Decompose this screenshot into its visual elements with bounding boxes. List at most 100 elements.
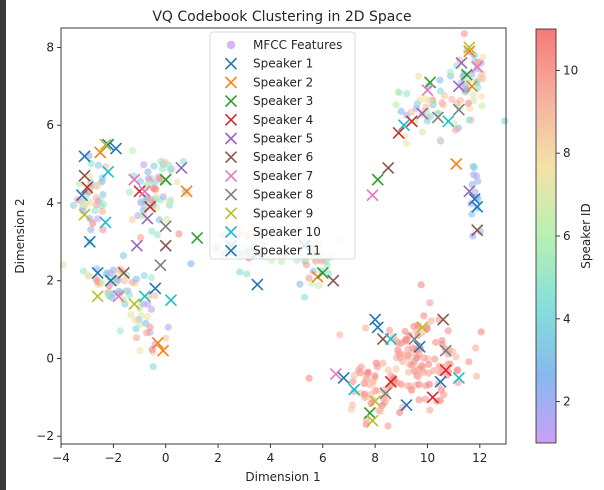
feature-point bbox=[125, 291, 134, 299]
speaker-marker-6 bbox=[327, 274, 340, 287]
feature-point bbox=[392, 365, 400, 373]
feature-point bbox=[397, 380, 405, 388]
feature-point bbox=[131, 316, 139, 324]
speaker-marker-6 bbox=[159, 239, 172, 252]
feature-point bbox=[87, 199, 95, 207]
speaker-marker-8 bbox=[379, 387, 392, 400]
feature-point bbox=[136, 346, 144, 355]
feature-point bbox=[145, 180, 153, 188]
feature-point bbox=[296, 280, 304, 288]
legend-marker bbox=[224, 151, 238, 164]
feature-point bbox=[471, 188, 479, 196]
feature-point bbox=[144, 312, 152, 321]
speaker-marker-8 bbox=[431, 111, 445, 124]
feature-point bbox=[173, 178, 181, 186]
y-axis-label: Dimension 2 bbox=[13, 198, 27, 273]
feature-point bbox=[69, 201, 78, 210]
feature-point bbox=[278, 258, 286, 266]
window-edge bbox=[0, 0, 6, 490]
y-tick-label: 8 bbox=[46, 40, 54, 54]
feature-point bbox=[305, 274, 313, 282]
feature-point bbox=[362, 374, 370, 382]
legend-entry: Speaker 7 bbox=[224, 169, 313, 183]
feature-point bbox=[102, 270, 110, 278]
speaker-marker-10 bbox=[442, 115, 455, 128]
colorbar-tick-label: 6 bbox=[563, 229, 571, 243]
feature-point bbox=[349, 377, 357, 386]
feature-point bbox=[401, 327, 409, 336]
legend-label: Speaker 11 bbox=[253, 244, 321, 258]
legend-marker bbox=[224, 225, 238, 239]
speaker-marker-2 bbox=[94, 146, 107, 159]
speaker-marker-6 bbox=[471, 224, 484, 237]
feature-point bbox=[94, 161, 102, 169]
speaker-marker-9 bbox=[91, 290, 104, 303]
speaker-marker-3 bbox=[460, 68, 473, 81]
feature-point bbox=[414, 367, 422, 375]
speaker-marker-1 bbox=[149, 282, 162, 295]
feature-point bbox=[426, 299, 434, 307]
feature-point bbox=[94, 215, 102, 223]
legend-entry: Speaker 11 bbox=[224, 244, 321, 258]
feature-point bbox=[432, 338, 440, 346]
legend-marker bbox=[224, 188, 238, 201]
legend-entry: Speaker 2 bbox=[224, 75, 313, 89]
legend-entry: Speaker 10 bbox=[224, 225, 321, 239]
feature-point bbox=[350, 371, 358, 380]
feature-point bbox=[420, 312, 428, 320]
feature-point bbox=[418, 362, 426, 370]
speaker-marker-5 bbox=[455, 56, 468, 70]
feature-point bbox=[371, 372, 379, 380]
colorbar-tick-label: 10 bbox=[563, 63, 578, 77]
y-tick-label: 0 bbox=[46, 351, 54, 365]
speaker-marker-8 bbox=[154, 259, 167, 272]
feature-point bbox=[384, 422, 392, 430]
speaker-marker-10 bbox=[452, 371, 465, 384]
speaker-marker-8 bbox=[439, 344, 452, 357]
feature-point bbox=[149, 363, 157, 371]
feature-point bbox=[165, 161, 173, 170]
feature-point bbox=[336, 331, 344, 339]
legend-label: Speaker 2 bbox=[253, 75, 313, 89]
x-tick-label: 6 bbox=[319, 451, 327, 465]
speaker-marker-5 bbox=[141, 212, 154, 225]
speaker-marker-4 bbox=[439, 364, 452, 377]
speaker-marker-4 bbox=[81, 181, 94, 194]
legend-entry: Speaker 6 bbox=[224, 150, 313, 164]
feature-point bbox=[407, 108, 415, 116]
feature-point bbox=[347, 405, 355, 413]
legend-label: Speaker 10 bbox=[253, 225, 321, 239]
feature-point bbox=[152, 192, 160, 200]
speaker-marker-2 bbox=[157, 344, 170, 357]
speaker-marker-11 bbox=[468, 192, 481, 206]
x-axis-label: Dimension 1 bbox=[245, 470, 320, 484]
feature-point bbox=[143, 329, 151, 337]
legend-entry: Speaker 3 bbox=[224, 94, 313, 108]
feature-point bbox=[371, 387, 379, 395]
y-axis-ticks: −2 0 2 4 6 8 bbox=[36, 40, 61, 443]
feature-point bbox=[312, 257, 320, 265]
legend-label: Speaker 7 bbox=[253, 169, 313, 183]
colorbar-gradient bbox=[535, 28, 557, 444]
speaker-marker-11 bbox=[104, 274, 117, 287]
feature-point bbox=[140, 272, 148, 280]
feature-point bbox=[78, 200, 86, 208]
feature-point bbox=[385, 326, 394, 334]
speaker-marker-7 bbox=[138, 185, 151, 198]
plot-frame bbox=[60, 27, 507, 445]
feature-point bbox=[159, 193, 167, 201]
feature-point bbox=[148, 227, 156, 235]
feature-point bbox=[427, 317, 435, 325]
feature-point bbox=[501, 117, 509, 125]
feature-point bbox=[318, 257, 326, 265]
speaker-marker-3 bbox=[316, 266, 329, 280]
feature-point bbox=[128, 216, 136, 224]
feature-point bbox=[415, 72, 423, 81]
legend-entry: MFCC Features bbox=[226, 38, 342, 52]
feature-point bbox=[92, 201, 101, 209]
feature-point bbox=[410, 322, 418, 331]
speaker-marker-11 bbox=[75, 189, 89, 202]
speaker-marker-5 bbox=[452, 80, 465, 93]
feature-point bbox=[440, 92, 449, 100]
speaker-marker-11 bbox=[413, 340, 426, 353]
